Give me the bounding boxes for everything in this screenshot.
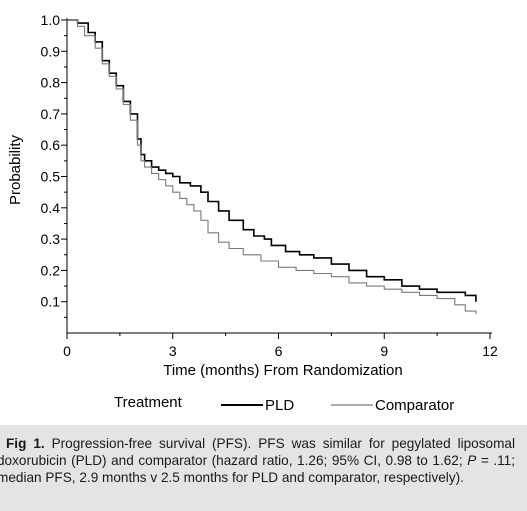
- legend: Treatment PLD Comparator: [114, 394, 454, 414]
- y-tick-label: 0.3: [41, 231, 61, 247]
- series-line-pld: [67, 19, 477, 302]
- x-tick-label: 0: [63, 343, 71, 359]
- y-tick-label: 0.8: [41, 75, 61, 91]
- caption-box: Fig 1. Progression-free survival (PFS). …: [0, 425, 527, 511]
- series-line-comparator: [67, 19, 477, 315]
- tick-labels: 0.1 0.2 0.3 0.4 0.5 0.6 0.7 0.8 0.9 1.0 0 3 6 9 12: [41, 12, 498, 359]
- x-tick-label: 12: [482, 343, 498, 359]
- caption-label: Fig 1.: [6, 436, 45, 451]
- legend-title: Treatment: [114, 394, 183, 411]
- y-tick-label: 0.1: [41, 294, 61, 310]
- x-tick-label: 6: [275, 343, 283, 359]
- x-axis-label: Time (months) From Randomization: [163, 362, 403, 379]
- legend-label-comparator: Comparator: [375, 397, 454, 414]
- y-tick-label: 0.4: [41, 200, 61, 216]
- y-tick-label: 0.5: [41, 169, 61, 185]
- survival-chart: 0.1 0.2 0.3 0.4 0.5 0.6 0.7 0.8 0.9 1.0 0 3 6 9 12 Pro…: [7, 12, 498, 414]
- x-tick-label: 9: [380, 343, 388, 359]
- y-tick-label: 0.7: [41, 106, 61, 122]
- y-tick-label: 0.9: [41, 43, 61, 59]
- figure-caption: Fig 1. Progression-free survival (PFS). …: [0, 435, 515, 486]
- axes: [66, 18, 492, 334]
- legend-label-pld: PLD: [265, 397, 294, 414]
- caption-text-1: Progression-free survival (PFS). PFS was…: [0, 436, 515, 468]
- caption-p-symbol: P: [467, 453, 477, 468]
- y-tick-label: 1.0: [41, 12, 61, 28]
- figure: 0.1 0.2 0.3 0.4 0.5 0.6 0.7 0.8 0.9 1.0 0 3 6 9 12 Pro…: [7, 12, 498, 414]
- y-tick-label: 0.2: [41, 262, 61, 278]
- y-axis-label: Probability: [7, 134, 24, 205]
- caption-text-2: = .11; median PFS, 2.9 months v 2.5 mont…: [0, 453, 515, 485]
- x-tick-label: 3: [169, 343, 177, 359]
- series-lines: [67, 19, 477, 315]
- y-tick-label: 0.6: [41, 137, 61, 153]
- tick-marks: [61, 19, 491, 339]
